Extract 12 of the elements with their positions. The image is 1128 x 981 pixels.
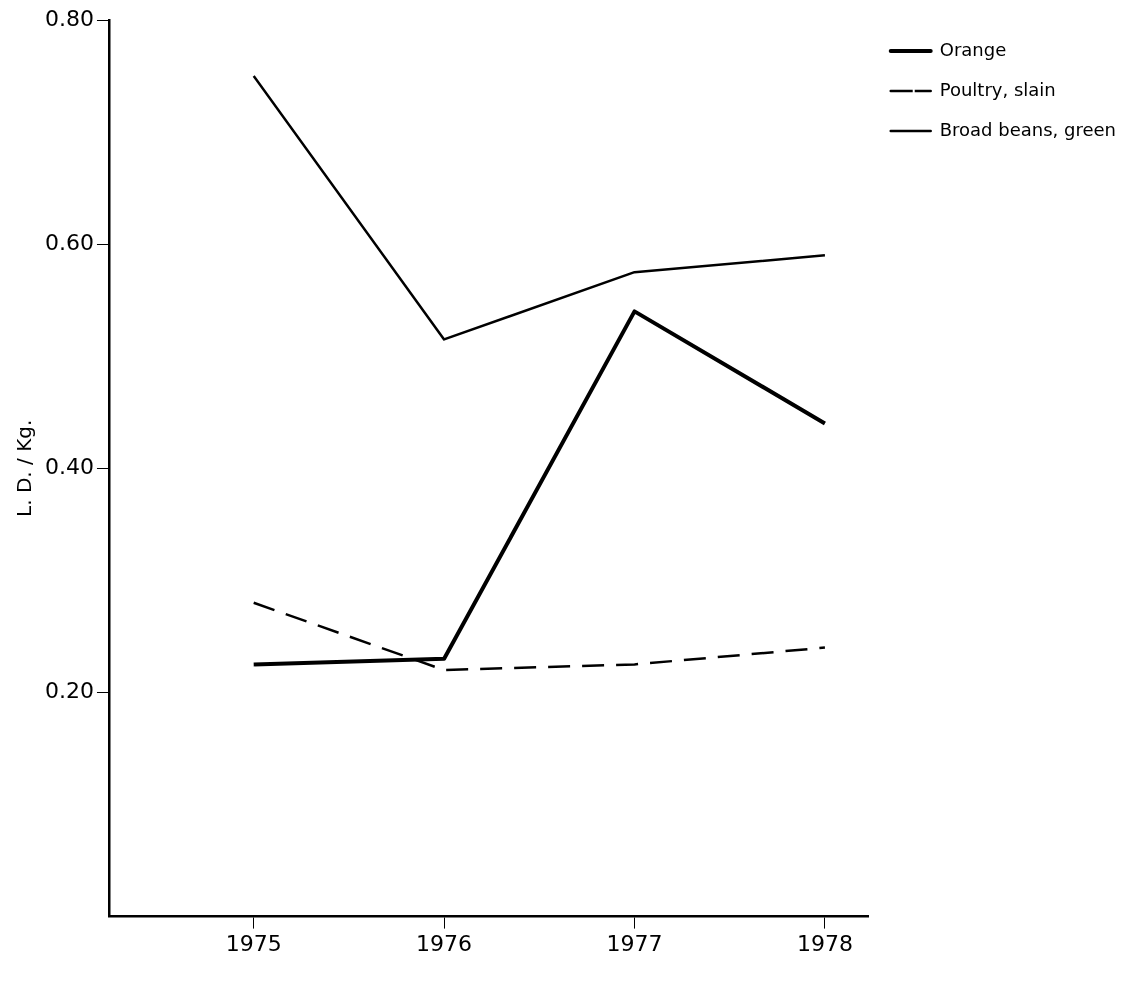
y-axis-title: L. D. / Kg. <box>12 419 37 517</box>
x-tick-label: 1978 <box>796 930 853 956</box>
y-tick-label: 0.20 <box>45 678 94 704</box>
y-tick-label: 0.40 <box>45 454 94 480</box>
legend-label: Poultry, slain <box>939 78 1056 100</box>
legend-label: Orange <box>939 38 1007 60</box>
x-tick-label: 1977 <box>606 930 663 956</box>
y-tick-label: 0.80 <box>45 5 94 31</box>
x-tick-label: 1976 <box>416 930 473 956</box>
y-tick-label: 0.60 <box>45 229 94 255</box>
legend-label: Broad beans, green <box>939 118 1117 140</box>
x-tick-label: 1975 <box>225 930 282 956</box>
